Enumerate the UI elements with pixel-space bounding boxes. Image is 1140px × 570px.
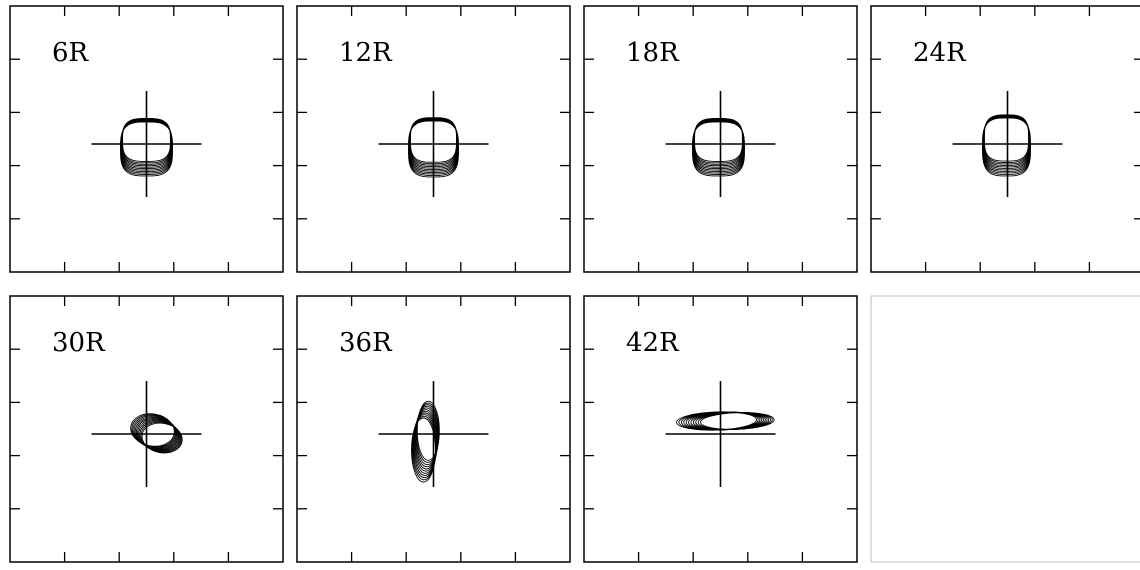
panel-12r: 12R [296,5,571,273]
panel-30r: 30R [9,295,284,563]
contour-line [693,118,744,165]
axis-ticks [10,6,283,272]
panel-empty [870,295,1140,563]
contour-stack [411,400,440,483]
contour-line [983,115,1030,165]
panel-6r: 6R [9,5,284,273]
contour-line [416,400,440,461]
panel-label: 6R [52,38,90,68]
panel-42r: 42R [583,295,858,563]
contour-line [694,118,743,162]
crosshair [91,91,202,197]
contour-line [983,114,1030,162]
panel-frame [296,295,571,563]
crosshair [91,381,202,487]
panel-frame [870,5,1140,273]
contour-line [982,117,1031,175]
contour-line [693,118,744,164]
contour-line [982,116,1031,174]
panel-frame [870,295,1140,563]
panel-label: 30R [52,328,106,358]
contour-stack [130,413,183,454]
crosshair [665,381,776,487]
contour-line [410,117,457,163]
contour-line [700,412,775,430]
panel-frame [9,295,284,563]
contour-stack [120,118,173,177]
contour-line [983,114,1030,163]
contour-stack [982,114,1031,177]
axis-ticks [297,6,570,272]
panel-label: 42R [626,328,680,358]
axis-ticks [10,296,283,562]
crosshair [378,91,489,197]
contour-line [122,118,171,162]
axis-ticks [297,296,570,562]
crosshair [665,91,776,197]
panel-label: 24R [913,38,967,68]
contour-line [141,422,183,454]
panel-frame [9,5,284,273]
panel-24r: 24R [870,5,1140,273]
panel-frame [583,295,858,563]
contour-stack [408,117,459,178]
panel-label: 36R [339,328,393,358]
contour-stack [692,118,745,177]
contour-stack [676,411,775,431]
panel-36r: 36R [296,295,571,563]
crosshair [952,91,1063,197]
panel-label: 18R [626,38,680,68]
panel-18r: 18R [583,5,858,273]
axis-ticks [584,6,857,272]
panel-label: 12R [339,38,393,68]
panel-frame [296,5,571,273]
axis-ticks [871,6,1140,272]
panel-frame [583,5,858,273]
axis-ticks [584,296,857,562]
